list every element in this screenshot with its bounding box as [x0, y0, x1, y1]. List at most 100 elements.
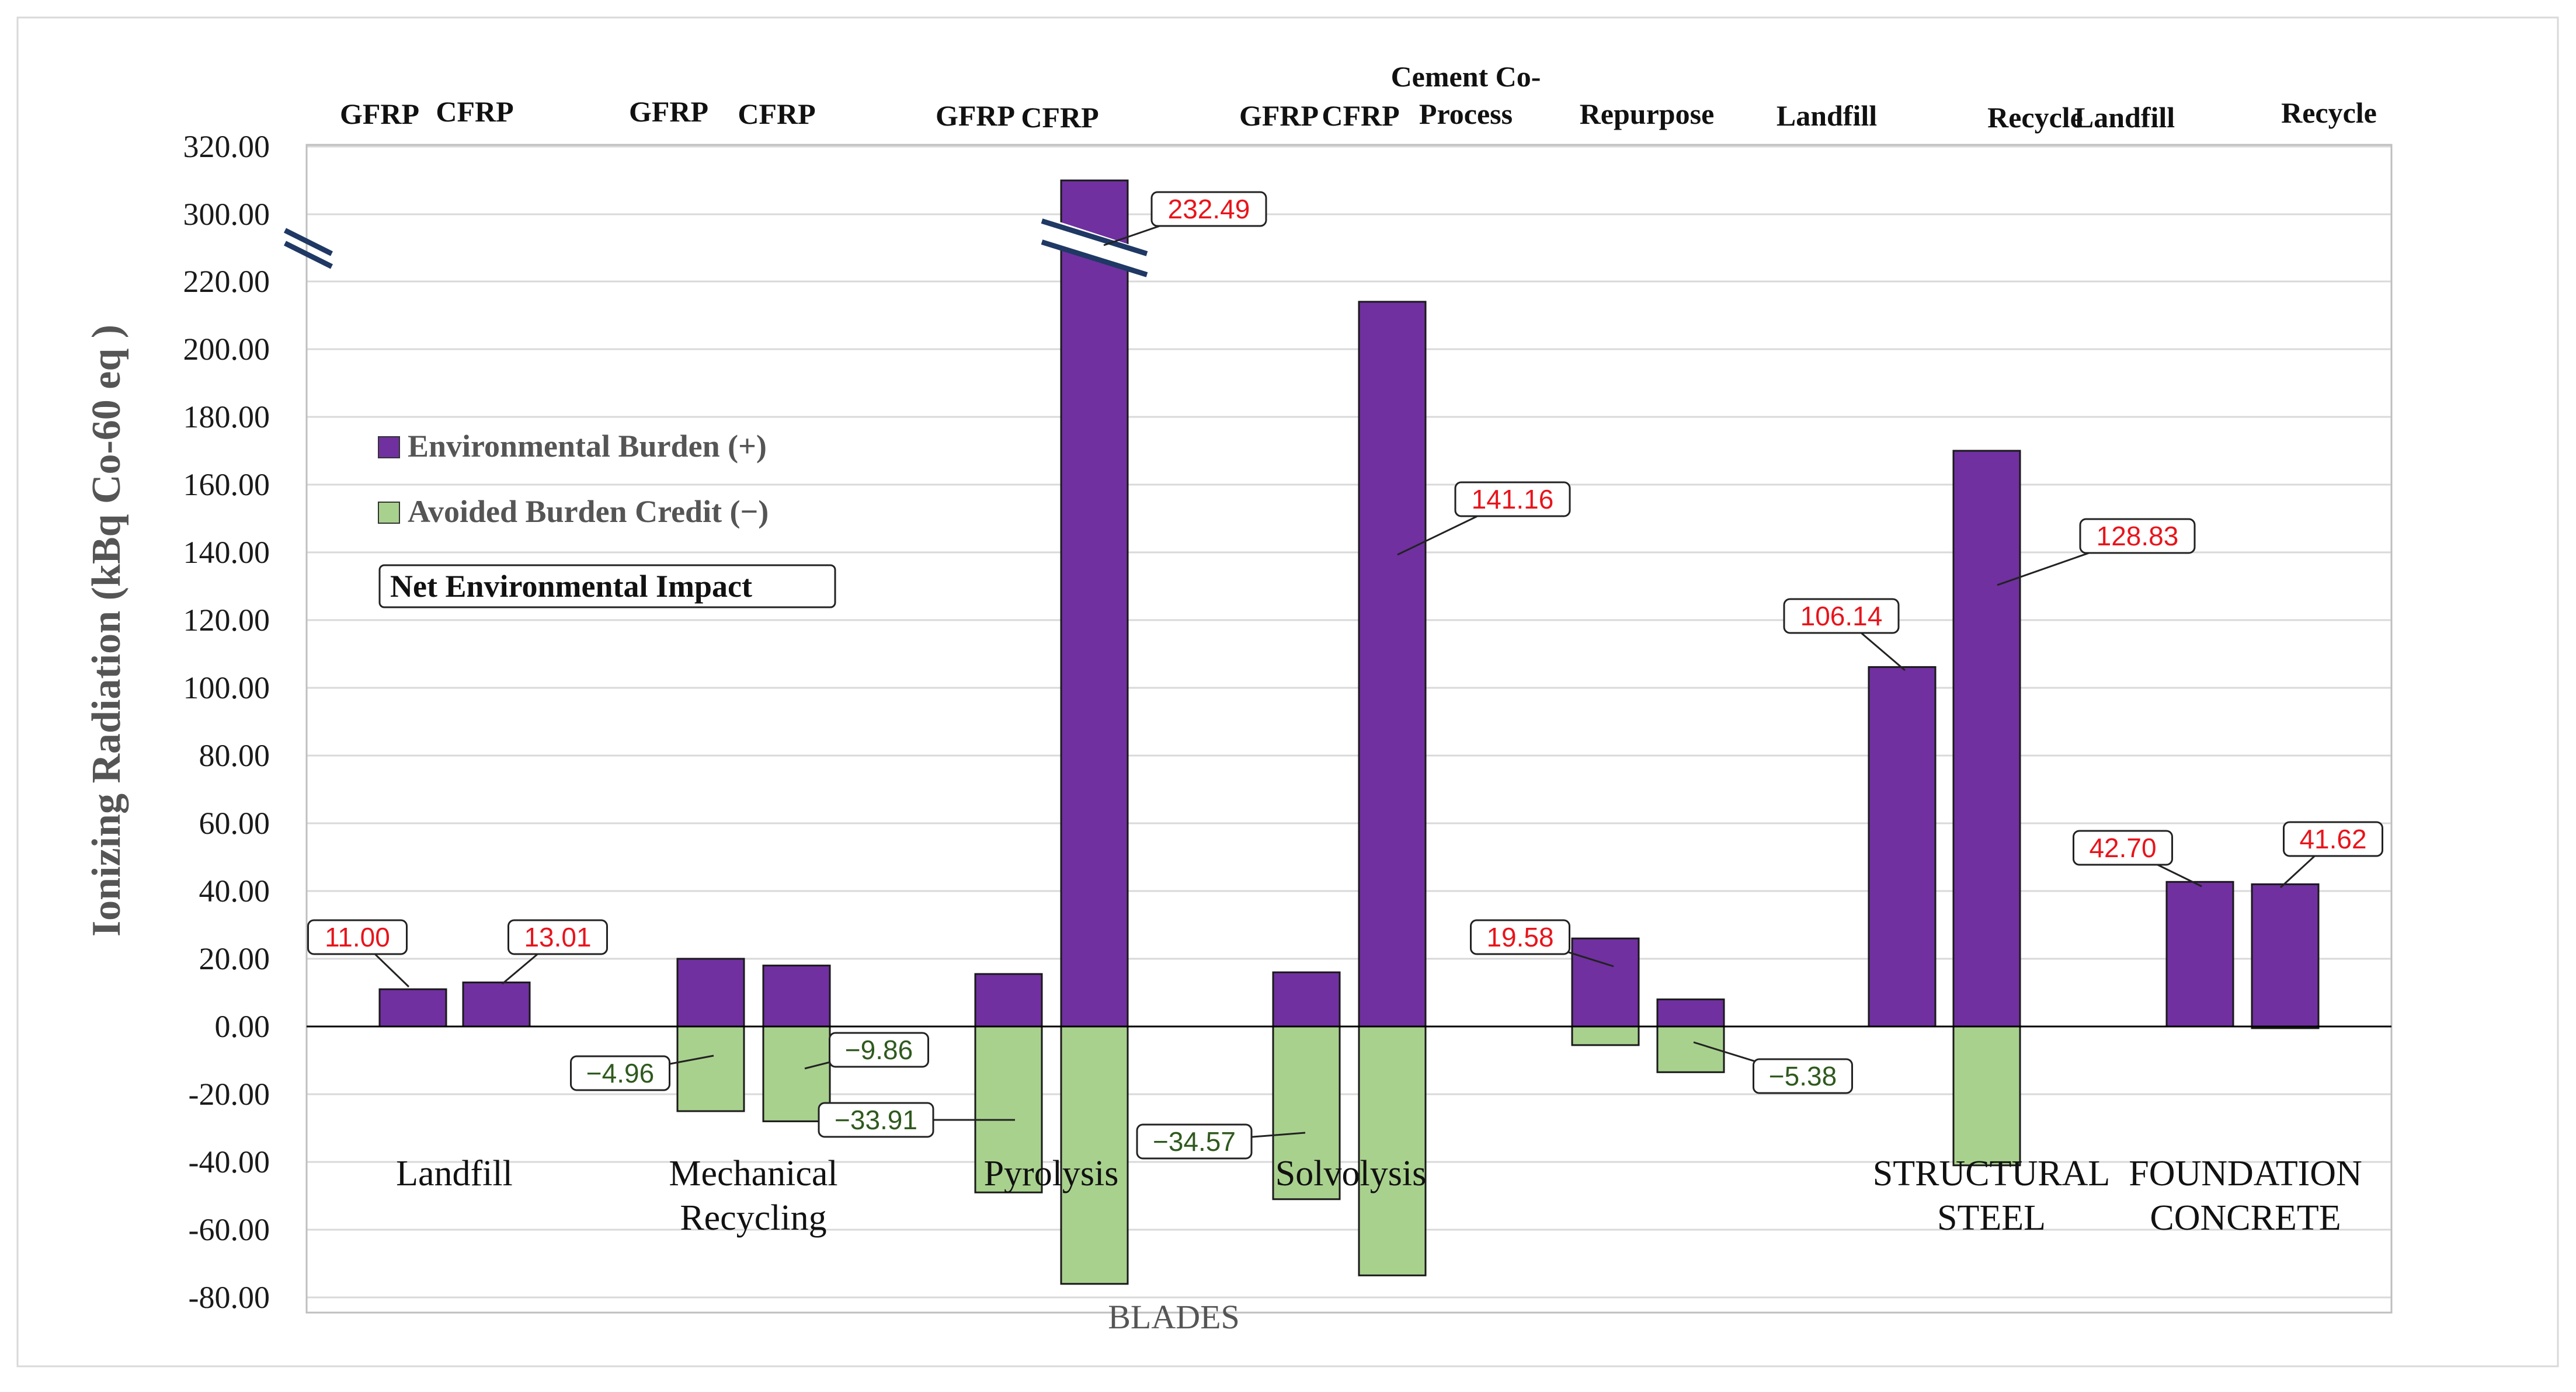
group-label: FOUNDATION CONCRETE: [2129, 1154, 2362, 1238]
group-label: Solvolysis: [1275, 1154, 1426, 1193]
net-label: 19.58: [1486, 922, 1553, 952]
y-tick-label: 300.00: [183, 197, 270, 232]
y-tick-label: 180.00: [183, 399, 270, 434]
legend-swatch-burden: [378, 436, 400, 458]
net-label-box: [818, 1102, 934, 1138]
legend-swatch-credit: [378, 502, 400, 524]
category-label: CFRP: [436, 95, 513, 128]
bar-burden: [1868, 666, 1937, 1028]
bar-credit: [974, 1025, 1043, 1193]
bar-burden: [1952, 450, 2021, 1028]
bar-credit: [1358, 1025, 1427, 1276]
bar-burden: [1272, 971, 1341, 1028]
bar-burden: [2165, 881, 2234, 1028]
y-tick-label: 0.00: [215, 1009, 270, 1044]
group-label: Mechanical Recycling: [669, 1154, 837, 1238]
net-label: 128.83: [2097, 521, 2179, 551]
net-label-box: [1150, 191, 1267, 227]
bar-burden: [1571, 937, 1640, 1028]
y-tick-label: 120.00: [183, 603, 270, 638]
net-label-box: [1783, 598, 1900, 634]
y-tick-label: 60.00: [199, 806, 270, 841]
plot-area-border: [305, 144, 2393, 1314]
bar-credit: [1952, 1025, 2021, 1167]
category-label: GFRP: [629, 95, 708, 128]
net-label: 42.70: [2089, 833, 2156, 863]
net-label-box: [2079, 518, 2196, 554]
y-axis-title: Ionizing Radiation (kBq Co-60 eq ): [84, 325, 129, 937]
legend-label-net: Net Environmental Impact: [390, 569, 752, 604]
y-tick-label: 160.00: [183, 467, 270, 502]
legend-label-credit: Avoided Burden Credit (−): [408, 494, 769, 529]
axis-break-mark: [283, 241, 333, 269]
bar-burden: [1358, 301, 1427, 1028]
bar-burden: [762, 965, 831, 1028]
net-label: 11.00: [325, 922, 390, 952]
group-label: Pyrolysis: [984, 1154, 1119, 1193]
legend-label-burden: Environmental Burden (+): [408, 429, 767, 464]
net-label-box: [307, 919, 408, 955]
axis-break-mark: [283, 228, 333, 256]
category-label: Landfill: [1777, 99, 1877, 132]
y-tick-label: -60.00: [189, 1212, 270, 1247]
net-labels: 11.00 13.01 −4.96 −9.86 −33.91 232.49 −34.57 14…: [307, 191, 2383, 1160]
bar-credit: [1060, 1025, 1129, 1285]
category-label: Cement Co-Process: [1391, 60, 1541, 130]
bar-credit: [676, 1025, 745, 1112]
net-label: 41.62: [2299, 824, 2366, 854]
net-label-box: [1454, 481, 1571, 517]
net-label-box: [570, 1055, 670, 1091]
bar-burden: [676, 958, 745, 1028]
y-tick-label: 320.00: [183, 129, 270, 164]
group-label: Landfill: [396, 1154, 513, 1193]
bar-burden: [1656, 998, 1725, 1028]
net-label: 141.16: [1472, 484, 1554, 514]
y-tick-label: 80.00: [199, 738, 270, 773]
bar-burden: [1060, 179, 1129, 1028]
category-label: GFRP: [936, 99, 1015, 132]
net-label-box: [507, 919, 608, 955]
y-ticks: 320.00 300.00 220.00 200.00 180.00 160.00 140.…: [183, 129, 270, 1315]
net-label-box: [829, 1032, 929, 1068]
axis-break-marks: [283, 218, 1148, 277]
bar-credit: [1571, 1025, 1640, 1046]
y-tick-label: 140.00: [183, 535, 270, 570]
y-tick-label: -80.00: [189, 1280, 270, 1315]
y-tick-label: 20.00: [199, 941, 270, 976]
net-label-box: [2073, 830, 2173, 866]
y-tick-label: 220.00: [183, 264, 270, 299]
bar-break-mark: [1041, 239, 1148, 277]
category-label: CFRP: [738, 98, 815, 130]
legend-net-box: [378, 564, 836, 608]
bar-burden: [378, 988, 447, 1028]
net-label: 106.14: [1800, 601, 1883, 631]
y-tick-label: 100.00: [183, 670, 270, 705]
category-label: CFRP: [1021, 101, 1098, 134]
category-label: Recycle: [1987, 101, 2083, 134]
group-labels: Landfill Mechanical Recycling Pyrolysis Solv…: [396, 1154, 2362, 1238]
y-tick-label: -40.00: [189, 1144, 270, 1179]
net-label: −34.57: [1153, 1126, 1236, 1157]
net-label: −33.91: [835, 1105, 917, 1135]
category-label: Recycle: [2281, 96, 2377, 129]
category-label: GFRP: [1239, 99, 1319, 132]
y-tick-label: 200.00: [183, 332, 270, 367]
y-tick-label: 40.00: [199, 874, 270, 909]
bar-burden: [2251, 883, 2320, 1028]
y-tick-label: -20.00: [189, 1077, 270, 1112]
net-label-box: [2283, 821, 2383, 857]
category-label: GFRP: [340, 98, 419, 130]
net-label: −5.38: [1769, 1061, 1837, 1091]
net-label: 232.49: [1168, 194, 1250, 224]
net-label-box: [1470, 919, 1570, 955]
net-label-box: [1753, 1058, 1853, 1094]
net-label-box: [1136, 1123, 1253, 1160]
group-label: STRUCTURAL STEEL: [1873, 1154, 2110, 1238]
legend: Environmental Burden (+) Avoided Burden …: [378, 429, 836, 608]
net-label: −9.86: [845, 1035, 913, 1065]
bar-break-mark: [1041, 218, 1148, 256]
net-label: −4.96: [586, 1058, 654, 1088]
